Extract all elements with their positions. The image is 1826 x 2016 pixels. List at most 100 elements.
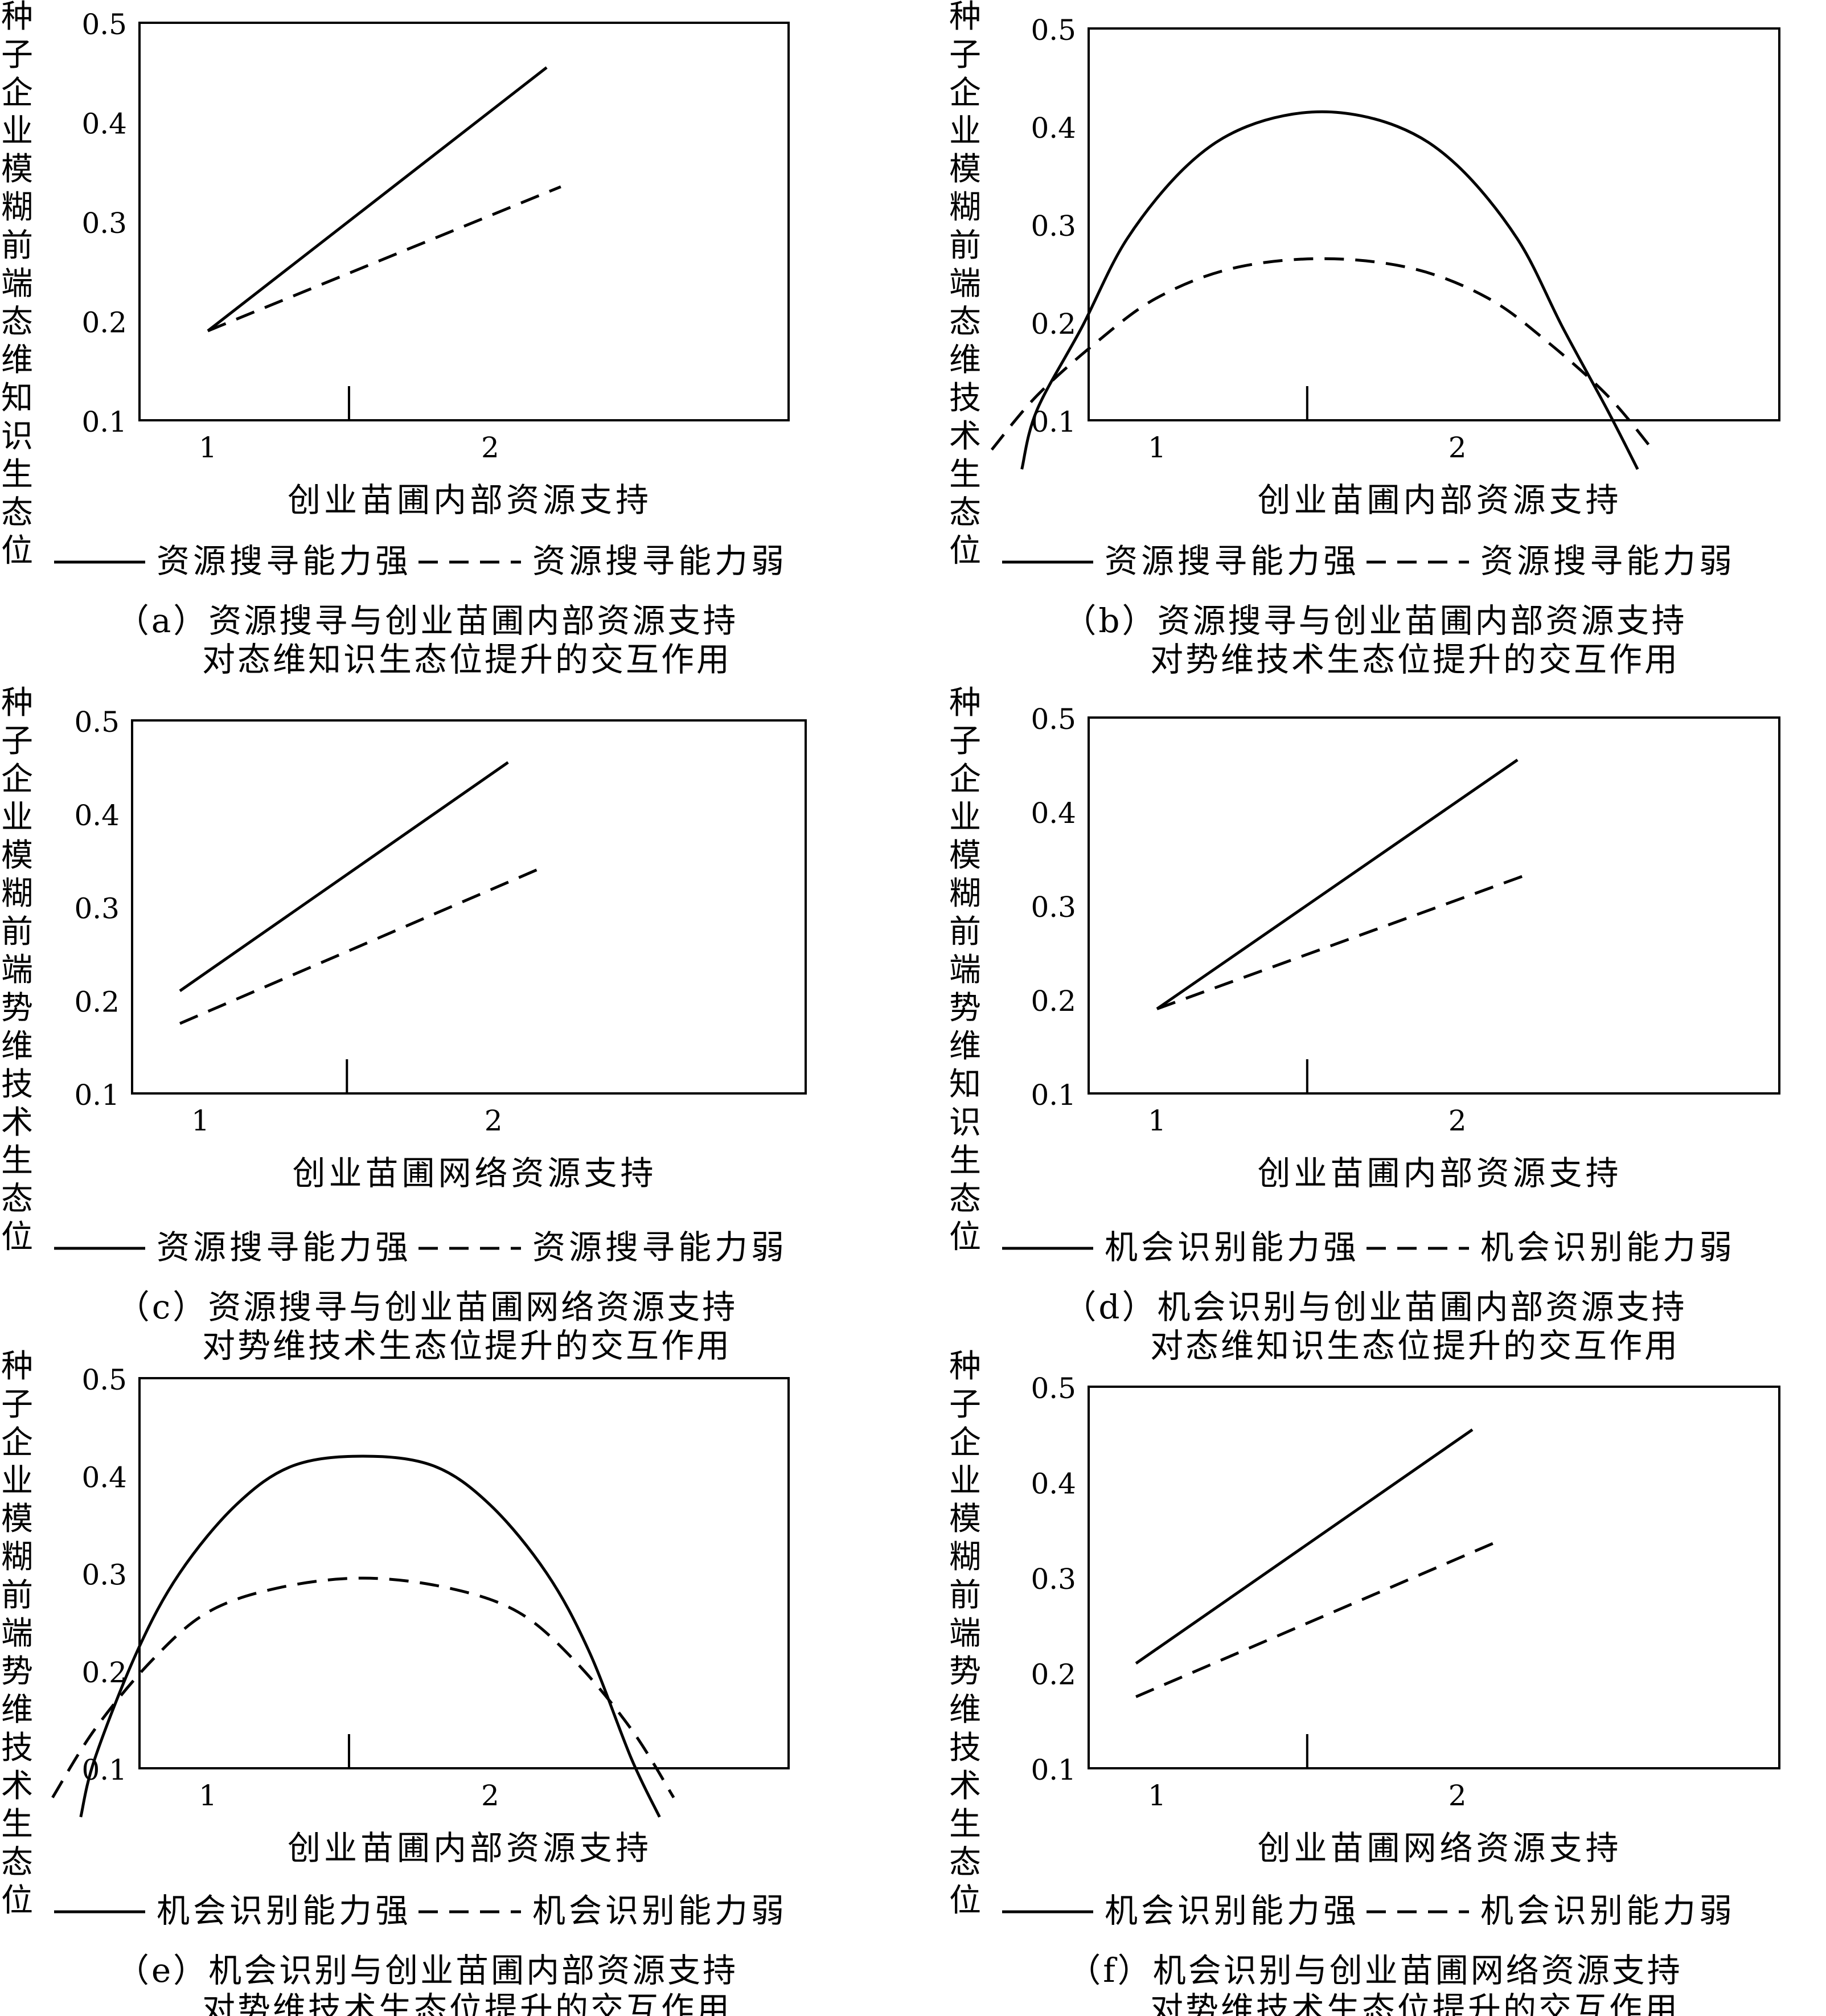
series-line-strong: [1020, 110, 1639, 470]
legend-label-strong: 资源搜寻能力强: [1105, 542, 1360, 580]
y-tick-label: 0.4: [1031, 112, 1076, 145]
x-tick-label: 2: [485, 1104, 503, 1137]
y-axis-label-char: 端: [949, 952, 981, 989]
y-tick-label: 0.3: [1031, 210, 1076, 243]
y-axis-label-char: 生: [949, 1806, 981, 1843]
y-axis-label-char: 态: [949, 304, 981, 341]
plot-frame: [138, 1377, 790, 1769]
y-tick-label: 0.2: [81, 306, 127, 339]
y-axis-label-char: 势: [1, 1653, 33, 1690]
y-axis-label-char: 端: [1, 1615, 33, 1652]
y-tick-label: 0.5: [1031, 14, 1076, 47]
legend-label-weak: 资源搜寻能力弱: [1480, 542, 1735, 580]
plot-frame: [1088, 1386, 1780, 1769]
y-axis-label-char: 维: [949, 342, 981, 379]
panel-d: 0.1 0.2 0.3 0.4 0.5 1 2 创业苗圃内部资源支持 种子企业模糊前端势维知识生…: [949, 685, 1780, 1365]
y-axis-label-char: 企: [949, 1424, 981, 1461]
y-axis-label-char: 前: [949, 227, 981, 264]
series-line-strong: [1135, 1428, 1474, 1665]
y-axis-label-char: 前: [1, 227, 33, 264]
y-axis-label-char: 子: [1, 36, 33, 73]
y-axis-label-char: 企: [1, 1424, 33, 1461]
plot-frame: [131, 719, 807, 1095]
y-axis-label-char: 术: [949, 1768, 981, 1805]
y-axis-label-char: 端: [1, 265, 33, 302]
y-axis-label-char: 技: [949, 1730, 981, 1767]
panel-a: 0.10.20.30.40.51 2创业苗圃内部资源支持种子企业模糊前端态维知识生…: [1, 0, 790, 679]
y-axis-label-char: 态: [1, 1181, 33, 1218]
y-axis-label-char: 维: [949, 1691, 981, 1728]
y-axis-label-char: 模: [949, 1501, 981, 1538]
legend-label-weak: 资源搜寻能力弱: [532, 542, 787, 580]
y-axis-label-char: 种: [949, 685, 981, 722]
y-axis-label-char: 技: [949, 380, 981, 417]
y-axis-label-char: 维: [1, 1691, 33, 1728]
y-axis-label-char: 位: [1, 532, 33, 569]
y-axis-label-char: 知: [949, 1066, 981, 1103]
panel-caption-line2: 对势维技术生态位提升的交互作用: [1150, 640, 1680, 679]
y-axis-label-char: 种: [1, 685, 33, 722]
y-axis-label-char: 种: [1, 1348, 33, 1385]
y-axis-label-char: 态: [1, 1844, 33, 1881]
y-axis-label-char: 生: [949, 456, 981, 493]
y-tick-label: 0.3: [81, 1559, 127, 1592]
y-axis-label-char: 端: [949, 1615, 981, 1652]
legend-label-strong: 资源搜寻能力强: [157, 1228, 412, 1267]
y-axis-label-char: 业: [1, 799, 33, 836]
y-axis-label-char: 企: [949, 75, 981, 112]
legend-label-weak: 机会识别能力弱: [1480, 1228, 1735, 1267]
y-axis-label-char: 糊: [949, 875, 981, 912]
y-tick-label: 0.3: [1031, 891, 1076, 924]
x-axis-label: 创业苗圃内部资源支持: [1257, 1154, 1622, 1193]
series-line-weak: [990, 257, 1654, 451]
y-axis-label-char: 生: [1, 1806, 33, 1843]
y-tick-label: 0.3: [81, 207, 127, 240]
x-axis-label: 创业苗圃内部资源支持: [1257, 481, 1622, 519]
y-axis-label-char: 前: [1, 913, 33, 950]
y-axis-label-char: 知: [1, 380, 33, 417]
legend-label-strong: 机会识别能力强: [1105, 1891, 1360, 1930]
y-tick-label: 0.4: [81, 1461, 127, 1494]
y-tick-label: 0.1: [1031, 405, 1076, 439]
y-axis-label-char: 子: [949, 1386, 981, 1423]
series-line-weak: [1135, 1538, 1503, 1698]
y-axis-label-char: 业: [1, 1462, 33, 1499]
panel-caption-line2: 对态维知识生态位提升的交互作用: [1150, 1326, 1680, 1365]
legend-label-strong: 机会识别能力强: [157, 1891, 412, 1930]
x-tick-label: 1: [1148, 431, 1166, 464]
x-tick-label: 1: [1148, 1779, 1166, 1812]
panel-b: 0.10.20.30.40.51 2创业苗圃内部资源支持种子企业模糊前端态维技术生…: [949, 0, 1780, 679]
series-line-weak: [179, 868, 538, 1025]
y-axis-label-char: 态: [1, 494, 33, 531]
y-tick-label: 0.3: [1031, 1563, 1076, 1596]
y-axis-label-char: 子: [949, 723, 981, 760]
y-tick-label: 0.1: [81, 405, 127, 439]
y-axis-label-char: 种: [949, 1348, 981, 1385]
y-axis-label-char: 态: [1, 304, 33, 341]
y-axis-label-char: 术: [1, 1768, 33, 1805]
panel-caption-line1: （e）机会识别与创业苗圃内部资源支持: [116, 1951, 738, 1990]
y-axis-label-char: 术: [949, 418, 981, 455]
y-tick-label: 0.2: [74, 985, 120, 1018]
plot-frame: [1088, 27, 1780, 421]
panel-caption-line2: 对势维技术生态位提升的交互作用: [202, 1326, 732, 1365]
plot-frame: [1088, 716, 1780, 1095]
legend-label-strong: 机会识别能力强: [1105, 1228, 1360, 1267]
y-tick-label: 0.1: [1031, 1753, 1076, 1786]
x-axis-label: 创业苗圃内部资源支持: [288, 481, 652, 519]
x-axis-label: 创业苗圃内部资源支持: [288, 1829, 652, 1867]
x-tick-label: 1: [191, 1104, 210, 1137]
y-axis-label-char: 子: [1, 723, 33, 760]
y-axis-label-char: 前: [949, 1577, 981, 1614]
panel-caption-line2: 对态维知识生态位提升的交互作用: [202, 640, 732, 679]
y-axis-label-char: 位: [1, 1882, 33, 1919]
y-tick-label: 0.3: [74, 892, 120, 925]
plot-frame: [138, 22, 790, 421]
y-axis-label-char: 维: [1, 342, 33, 379]
series-line-weak: [51, 1576, 675, 1798]
y-axis-label-char: 模: [949, 151, 981, 188]
y-axis-label-char: 势: [949, 990, 981, 1027]
x-tick-label: 1: [199, 431, 217, 464]
y-tick-label: 0.2: [81, 1656, 127, 1689]
